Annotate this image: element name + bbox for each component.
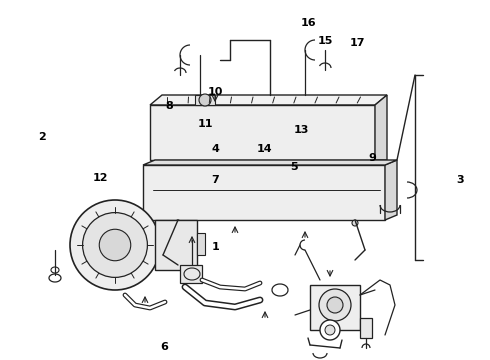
Text: 11: 11 xyxy=(198,119,214,129)
Text: 10: 10 xyxy=(208,87,223,97)
Polygon shape xyxy=(150,95,387,105)
Text: 13: 13 xyxy=(294,125,309,135)
Text: 1: 1 xyxy=(212,242,220,252)
Circle shape xyxy=(83,213,147,278)
Text: 6: 6 xyxy=(160,342,168,352)
Bar xyxy=(195,95,215,105)
Bar xyxy=(310,285,360,330)
Text: 8: 8 xyxy=(165,101,173,111)
Circle shape xyxy=(327,297,343,313)
Circle shape xyxy=(320,320,340,340)
Polygon shape xyxy=(375,95,387,160)
Text: 15: 15 xyxy=(318,36,334,46)
Bar xyxy=(143,165,385,220)
Bar xyxy=(180,265,202,283)
Circle shape xyxy=(199,94,211,106)
Polygon shape xyxy=(143,160,397,165)
Text: 9: 9 xyxy=(368,153,376,163)
Bar xyxy=(360,318,372,338)
Circle shape xyxy=(319,289,351,321)
Circle shape xyxy=(325,325,335,335)
Text: 17: 17 xyxy=(350,38,366,48)
Text: 14: 14 xyxy=(257,144,272,154)
Text: 2: 2 xyxy=(38,132,46,142)
Polygon shape xyxy=(385,160,397,220)
Text: 12: 12 xyxy=(93,173,108,183)
Circle shape xyxy=(70,200,160,290)
Circle shape xyxy=(175,220,181,226)
Circle shape xyxy=(99,229,131,261)
Circle shape xyxy=(352,220,358,226)
Text: 16: 16 xyxy=(301,18,317,28)
Text: 5: 5 xyxy=(290,162,298,172)
Bar xyxy=(150,105,375,160)
Bar xyxy=(197,233,205,255)
Text: 3: 3 xyxy=(457,175,465,185)
Text: 7: 7 xyxy=(212,175,220,185)
Bar xyxy=(155,220,197,270)
Text: 4: 4 xyxy=(212,144,220,154)
